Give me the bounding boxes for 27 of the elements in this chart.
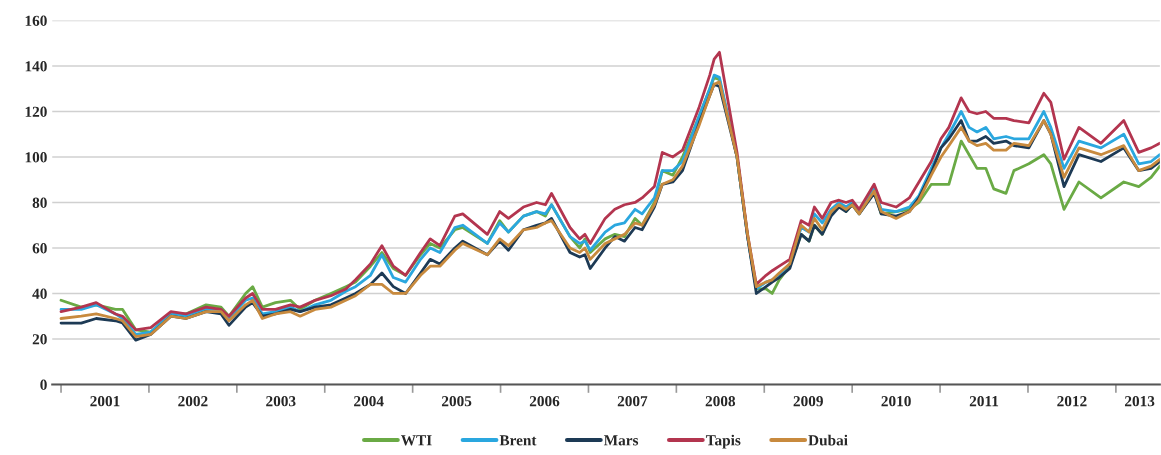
y-tick-label: 140 (25, 61, 47, 72)
x-tick-label: 2013 (1124, 396, 1155, 407)
y-tick-label: 60 (32, 243, 47, 254)
y-tick-label: 120 (25, 106, 47, 117)
legend-label: Dubai (808, 434, 848, 446)
x-tick-label: 2008 (705, 396, 736, 407)
x-tick-label: 2012 (1057, 396, 1087, 407)
x-tick-label: 2003 (266, 396, 296, 407)
legend-label: WTI (401, 435, 432, 446)
x-tick-label: 2005 (441, 396, 472, 407)
y-tick-label: 20 (32, 334, 47, 345)
legend-label: Brent (499, 435, 537, 446)
x-tick-label: 2002 (178, 396, 208, 407)
x-tick-label: 2011 (969, 396, 999, 407)
y-tick-label: 40 (32, 288, 47, 299)
y-tick-label: 160 (25, 15, 47, 26)
x-tick-label: 2006 (529, 396, 560, 407)
legend-label: Tapis (705, 434, 741, 449)
y-tick-label: 100 (25, 152, 47, 163)
x-tick-label: 2001 (90, 396, 120, 407)
y-tick-label: 80 (32, 197, 47, 208)
y-tick-label: 0 (40, 379, 47, 390)
legend-label: Mars (603, 435, 639, 446)
x-tick-label: 2004 (354, 396, 384, 407)
x-tick-label: 2007 (617, 396, 648, 407)
x-tick-label: 2010 (881, 396, 911, 407)
x-tick-label: 2009 (793, 396, 823, 407)
